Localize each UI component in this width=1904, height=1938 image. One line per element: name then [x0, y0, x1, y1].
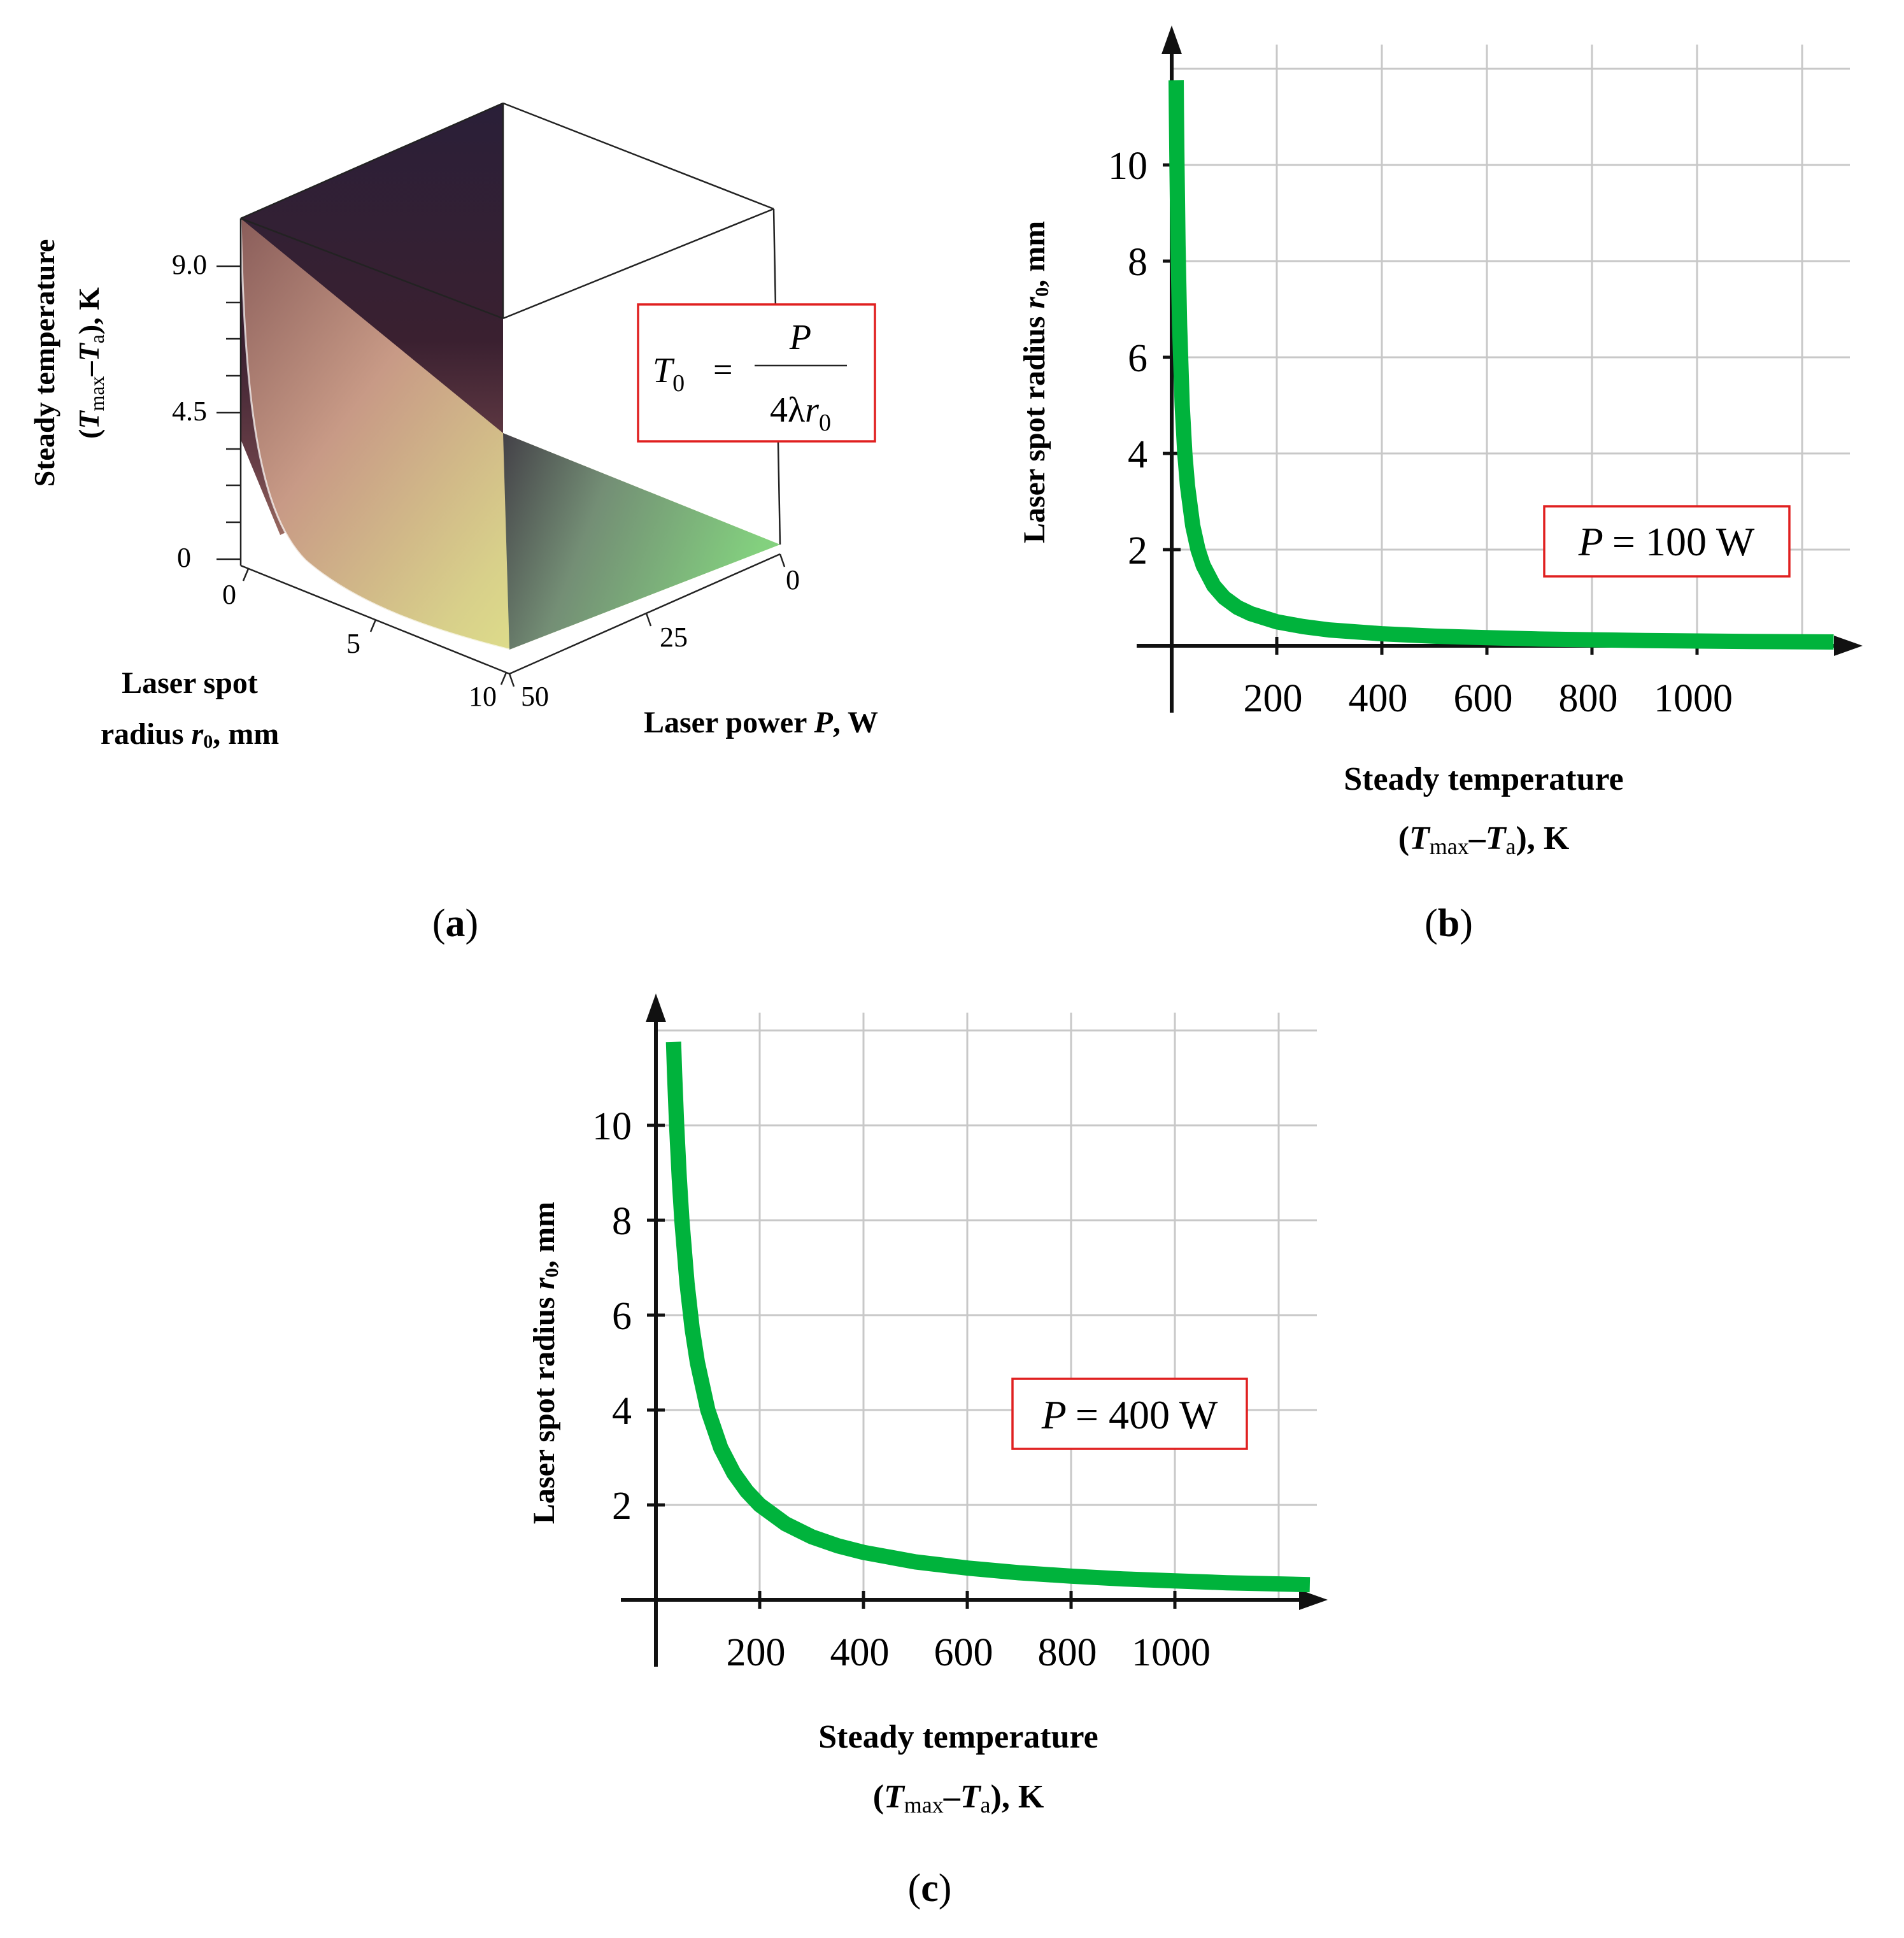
panel-a-3d-surface: 9.0 4.5 0 0 5 10 0 25 50 Steady temperat… — [28, 102, 878, 945]
x-tick-label: 1000 — [1132, 1631, 1211, 1674]
x-axis-title-line2: (Tmax–Ta), K — [1398, 820, 1570, 859]
z-axis-title-line2: (Tmax–Ta), K — [73, 287, 108, 439]
x-tick-label: 800 — [1559, 677, 1618, 720]
p-tick-label: 25 — [660, 622, 688, 653]
p-tick-label: 0 — [786, 564, 800, 595]
y-tick-label: 6 — [612, 1295, 632, 1338]
p-ticks — [508, 553, 786, 687]
ticks: 200 400 600 800 1000 2 4 6 8 10 — [592, 1105, 1211, 1674]
p-tick-label: 50 — [521, 681, 549, 712]
y-tick-label: 10 — [592, 1105, 632, 1148]
formula-lhs: T0 — [653, 351, 685, 397]
curve-p400 — [665, 1041, 1311, 1593]
x-axis-title-line1: Steady temperature — [818, 1719, 1098, 1755]
panel-c-chart: 200 400 600 800 1000 2 4 6 8 10 P = 400 W Laser sp… — [527, 994, 1328, 1910]
y-tick-label: 10 — [1108, 145, 1147, 188]
formula-box: T0 = P 4λr0 — [637, 303, 876, 443]
annotation-box: P = 400 W — [1011, 1378, 1248, 1450]
r-ticks — [242, 568, 508, 685]
r-tick-label: 10 — [469, 681, 497, 712]
r-axis-title-line1: Laser spot — [122, 666, 258, 700]
y-tick-label: 2 — [612, 1485, 632, 1528]
z-tick-label: 9.0 — [172, 249, 207, 280]
z-axis-title-line1: Steady temperature — [28, 239, 60, 487]
x-axis-arrow — [1299, 1590, 1328, 1610]
formula-numerator: P — [789, 318, 811, 357]
r-tick-label: 5 — [346, 628, 360, 659]
x-tick-label: 400 — [1349, 677, 1408, 720]
y-axis-title: Laser spot radius r0, mm — [1018, 221, 1053, 543]
x-tick-label: 400 — [830, 1631, 890, 1674]
x-axis-title-line2: (Tmax–Ta), K — [873, 1779, 1044, 1818]
formula-denominator: 4λr0 — [770, 390, 831, 436]
z-ticks — [217, 265, 241, 560]
panel-c-label: (c) — [908, 1867, 952, 1910]
x-axis-arrow — [1834, 636, 1863, 656]
z-tick-label: 0 — [177, 542, 191, 573]
y-tick-label: 4 — [1128, 433, 1147, 476]
panel-b-label: (b) — [1424, 902, 1473, 945]
x-tick-label: 200 — [727, 1631, 786, 1674]
y-tick-label: 8 — [612, 1200, 632, 1243]
x-axis-title-line1: Steady temperature — [1344, 761, 1624, 797]
x-tick-label: 800 — [1038, 1631, 1097, 1674]
curve-p100 — [1169, 80, 1834, 650]
ticks: 200 400 600 800 1000 2 4 6 8 10 — [1108, 145, 1733, 720]
y-tick-label: 2 — [1128, 529, 1147, 573]
annotation-text: P = 400 W — [1041, 1392, 1218, 1437]
x-tick-label: 1000 — [1654, 677, 1733, 720]
z-tick-label: 4.5 — [172, 395, 207, 427]
surface-plot — [239, 103, 780, 651]
annotation-box: P = 100 W — [1543, 505, 1791, 578]
r-axis-title-line2: radius r0, mm — [101, 717, 279, 752]
y-axis-arrow — [1162, 25, 1182, 54]
y-axis-arrow — [646, 994, 666, 1022]
surface-right-slab — [503, 433, 780, 650]
grid — [656, 1013, 1317, 1600]
annotation-text: P = 100 W — [1578, 519, 1755, 564]
x-tick-label: 600 — [1454, 677, 1513, 720]
x-tick-label: 600 — [934, 1631, 993, 1674]
y-tick-label: 4 — [612, 1390, 632, 1433]
box-frame — [239, 102, 781, 675]
formula-eq: = — [713, 350, 732, 388]
surface-edge — [239, 218, 510, 651]
panel-b-chart: 200 400 600 800 1000 2 4 6 8 10 P = 100 W Laser sp… — [1018, 25, 1863, 945]
y-tick-label: 6 — [1128, 337, 1147, 380]
y-tick-label: 8 — [1128, 241, 1147, 284]
p-axis-title: Laser power P, W — [644, 706, 878, 739]
x-tick-label: 200 — [1244, 677, 1303, 720]
y-axis-title: Laser spot radius r0, mm — [527, 1202, 562, 1524]
r-tick-label: 0 — [222, 579, 236, 610]
panel-a-label: (a) — [432, 902, 478, 945]
